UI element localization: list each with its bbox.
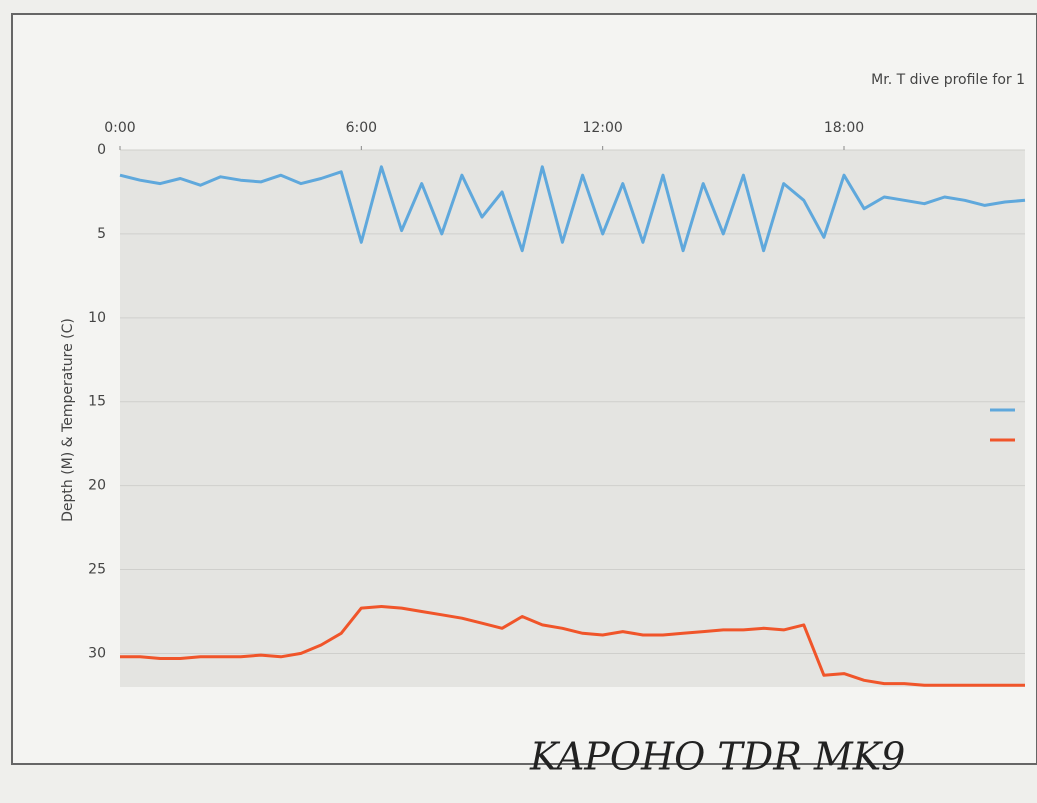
x-tick-label: 18:00: [824, 120, 864, 136]
chart-title: Mr. T dive profile for 1: [871, 72, 1025, 88]
y-tick-label: 10: [88, 310, 106, 326]
y-tick-label: 30: [88, 645, 106, 661]
y-axis-label: Depth (M) & Temperature (C): [60, 318, 76, 522]
y-tick-label: 25: [88, 562, 106, 578]
plot-area: [120, 150, 1025, 687]
y-tick-label: 15: [88, 394, 106, 410]
handwritten-note: KAPOHO TDR MK9: [529, 735, 905, 779]
y-tick-label: 0: [97, 142, 106, 158]
series-line: [119, 165, 1026, 253]
x-tick-label: 6:00: [346, 120, 377, 136]
x-tick-label: 0:00: [104, 120, 135, 136]
y-tick-label: 5: [97, 226, 106, 242]
y-tick-label: 20: [88, 478, 106, 494]
x-tick-label: 12:00: [582, 120, 622, 136]
series-line: [120, 605, 1025, 687]
